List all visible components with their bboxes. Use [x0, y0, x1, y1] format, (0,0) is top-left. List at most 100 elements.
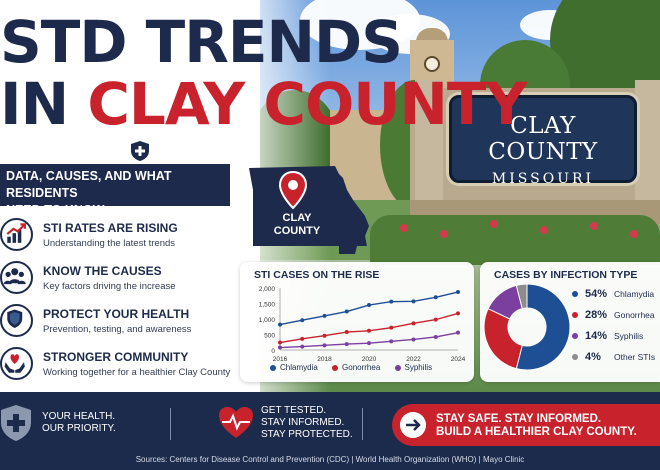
data-point	[344, 309, 349, 314]
series-line-gonorrhea	[279, 312, 459, 344]
map-label-line-2: COUNTY	[273, 225, 321, 237]
data-point	[367, 341, 371, 346]
cta-line-1: STAY SAFE. STAY INFORMED.	[436, 413, 602, 425]
footer-health-line-1: YOUR HEALTH.	[42, 411, 116, 422]
footer-test-line-2: STAY INFORMED.	[261, 417, 345, 428]
pie-label: Gonorrhea	[614, 310, 655, 320]
legend-syphilis: Syphilis	[394, 363, 432, 372]
footer-divider	[362, 408, 363, 440]
data-point	[322, 333, 327, 338]
y-tick-label: 1,500	[259, 302, 276, 309]
legend-gonorrhea: Gonorrhea	[332, 363, 380, 372]
y-tick-label: 0	[271, 348, 275, 355]
data-point	[433, 334, 438, 339]
subtitle-line-1: DATA, CAUSES, AND WHAT RESIDENTS	[6, 169, 172, 200]
footer-health-line-2: OUR PRIORITY.	[42, 423, 116, 434]
y-tick-label: 500	[264, 333, 275, 340]
point-desc: Prevention, testing, and awareness	[43, 324, 192, 335]
data-point	[411, 337, 416, 342]
pie-slice-gonorrhea	[483, 308, 523, 370]
clock-icon	[424, 56, 440, 72]
footer-test-line-3: STAY PROTECTED.	[261, 429, 353, 440]
data-point	[322, 313, 327, 318]
point-title: KNOW THE CAUSES	[43, 264, 162, 278]
data-point	[344, 342, 349, 347]
pie-label: Syphilis	[614, 331, 644, 341]
legend-chlamydia: Chlamydia	[270, 363, 318, 372]
heartbeat-icon	[219, 407, 253, 438]
sign-subtitle: MISSOURI	[491, 171, 595, 187]
data-point	[411, 299, 416, 304]
data-point	[278, 340, 282, 345]
data-point	[367, 303, 371, 308]
sign-title: CLAY COUNTY	[488, 113, 598, 165]
shield-icon	[0, 304, 33, 337]
point-desc: Understanding the latest trends	[43, 238, 176, 249]
series-line-syphilis	[279, 331, 459, 349]
missouri-map	[249, 166, 369, 254]
y-tick-label: 1,000	[259, 317, 276, 324]
cta-banner[interactable]: STAY SAFE. STAY INFORMED. BUILD A HEALTH…	[392, 404, 660, 446]
x-tick-label: 2016	[273, 356, 288, 363]
rising-chart-icon	[0, 218, 33, 251]
x-tick-label: 2022	[406, 356, 421, 363]
point-protect: PROTECT YOUR HEALTH Prevention, testing,…	[0, 303, 240, 345]
footer-test-text: GET TESTED. STAY INFORMED. STAY PROTECTE…	[261, 405, 353, 441]
data-point	[300, 336, 305, 341]
pie-pct: 14%	[585, 330, 608, 342]
page-title-line-2: IN CLAY COUNTY	[0, 70, 527, 138]
footer-health-text: YOUR HEALTH. OUR PRIORITY.	[42, 411, 116, 435]
point-title: PROTECT YOUR HEALTH	[43, 307, 190, 321]
data-point	[433, 295, 438, 300]
y-tick-label: 2,000	[259, 286, 276, 293]
data-point	[278, 322, 282, 327]
footer-test-line-1: GET TESTED.	[261, 405, 327, 416]
flower-bed	[370, 215, 660, 265]
data-point	[300, 344, 305, 349]
location-pin-icon	[279, 171, 307, 209]
title-highlight: CLAY COUNTY	[87, 70, 527, 138]
data-point	[344, 330, 349, 335]
title-prefix: IN	[0, 70, 69, 138]
data-point	[456, 330, 460, 335]
line-chart: 0 500 1,000 1,500 2,000 2016 2018 2020 2022 2024	[259, 286, 466, 363]
x-tick-label: 2018	[317, 356, 332, 363]
line-chart-card: STI CASES ON THE RISE 0 500 1,000 1,500 2,00…	[240, 262, 474, 382]
point-desc: Key factors driving the increase	[43, 281, 176, 292]
medical-shield-icon	[131, 141, 149, 161]
pie-pct: 54%	[585, 288, 608, 300]
health-shield-icon	[1, 405, 31, 441]
point-sti-rates: STI RATES ARE RISING Understanding the l…	[0, 217, 240, 259]
data-point	[322, 343, 327, 348]
page-title-line-1: STD TRENDS	[0, 8, 403, 76]
pie-pct: 4%	[585, 351, 601, 363]
data-point	[411, 321, 416, 326]
data-point	[367, 328, 371, 333]
footer-divider	[170, 408, 171, 440]
data-point	[389, 299, 394, 304]
pie-chart-card: CASES BY INFECTION TYPE 54% Chlamydia 28…	[480, 262, 660, 382]
data-point	[389, 325, 394, 330]
subtitle-banner: DATA, CAUSES, AND WHAT RESIDENTS NEED TO…	[0, 164, 230, 217]
pie-pct: 28%	[585, 309, 608, 321]
data-point	[300, 318, 305, 323]
heart-hands-icon	[0, 347, 33, 380]
donut-chart	[483, 283, 571, 371]
point-title: STRONGER COMMUNITY	[43, 350, 189, 364]
sources-line: Sources: Centers for Disease Control and…	[135, 455, 525, 464]
data-point	[456, 311, 460, 316]
pie-label: Other STIs	[614, 352, 656, 362]
data-point	[278, 345, 282, 350]
group-icon	[0, 261, 33, 294]
point-desc: Working together for a healthier Clay Co…	[43, 367, 231, 378]
pie-label: Chlamydia	[614, 289, 655, 299]
line-chart-title: STI CASES ON THE RISE	[254, 269, 380, 281]
x-tick-label: 2024	[451, 356, 466, 363]
line-chart-legend: Chlamydia Gonorrhea Syphilis	[270, 363, 444, 372]
pie-chart-title: CASES BY INFECTION TYPE	[494, 269, 638, 281]
subtitle-line-2: NEED TO KNOW	[6, 203, 105, 217]
x-tick-label: 2020	[362, 356, 377, 363]
clay-county-sign: CLAY COUNTY MISSOURI	[449, 95, 637, 187]
map-label-line-1: CLAY	[282, 212, 312, 224]
map-label: CLAY COUNTY	[262, 212, 332, 238]
